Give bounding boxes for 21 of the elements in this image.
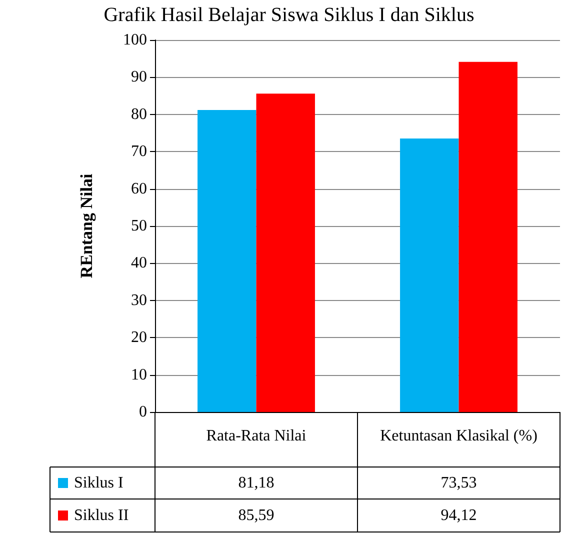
y-tick-label: 20 — [131, 329, 147, 346]
legend-label: Siklus I — [74, 474, 124, 492]
y-tick-label: 0 — [139, 404, 147, 420]
legend-label: Siklus II — [74, 507, 129, 524]
data-label: 85,59 — [238, 507, 274, 524]
data-label: 73,53 — [440, 474, 477, 492]
y-tick-label: 30 — [131, 292, 147, 309]
x-tick-label: Rata-Rata Nilai — [206, 428, 307, 444]
y-tick-label: 50 — [131, 218, 147, 234]
y-tick-label: 40 — [131, 254, 147, 272]
data-label: 81,18 — [238, 474, 274, 492]
y-tick-label: 80 — [131, 106, 147, 123]
y-tick-label: 70 — [131, 143, 147, 160]
y-tick-label: 60 — [131, 180, 147, 198]
y-tick-label: 100 — [123, 32, 147, 48]
y-tick-label: 10 — [131, 366, 147, 384]
chart-title: Grafik Hasil Belajar Siswa Siklus I dan Siklus — [104, 4, 474, 26]
y-axis-title: REntang Nilai — [77, 174, 96, 278]
data-label: 94,12 — [440, 507, 477, 524]
y-tick-label: 90 — [131, 68, 147, 86]
x-tick-label: Ketuntasan Klasikal (%) — [380, 428, 538, 444]
